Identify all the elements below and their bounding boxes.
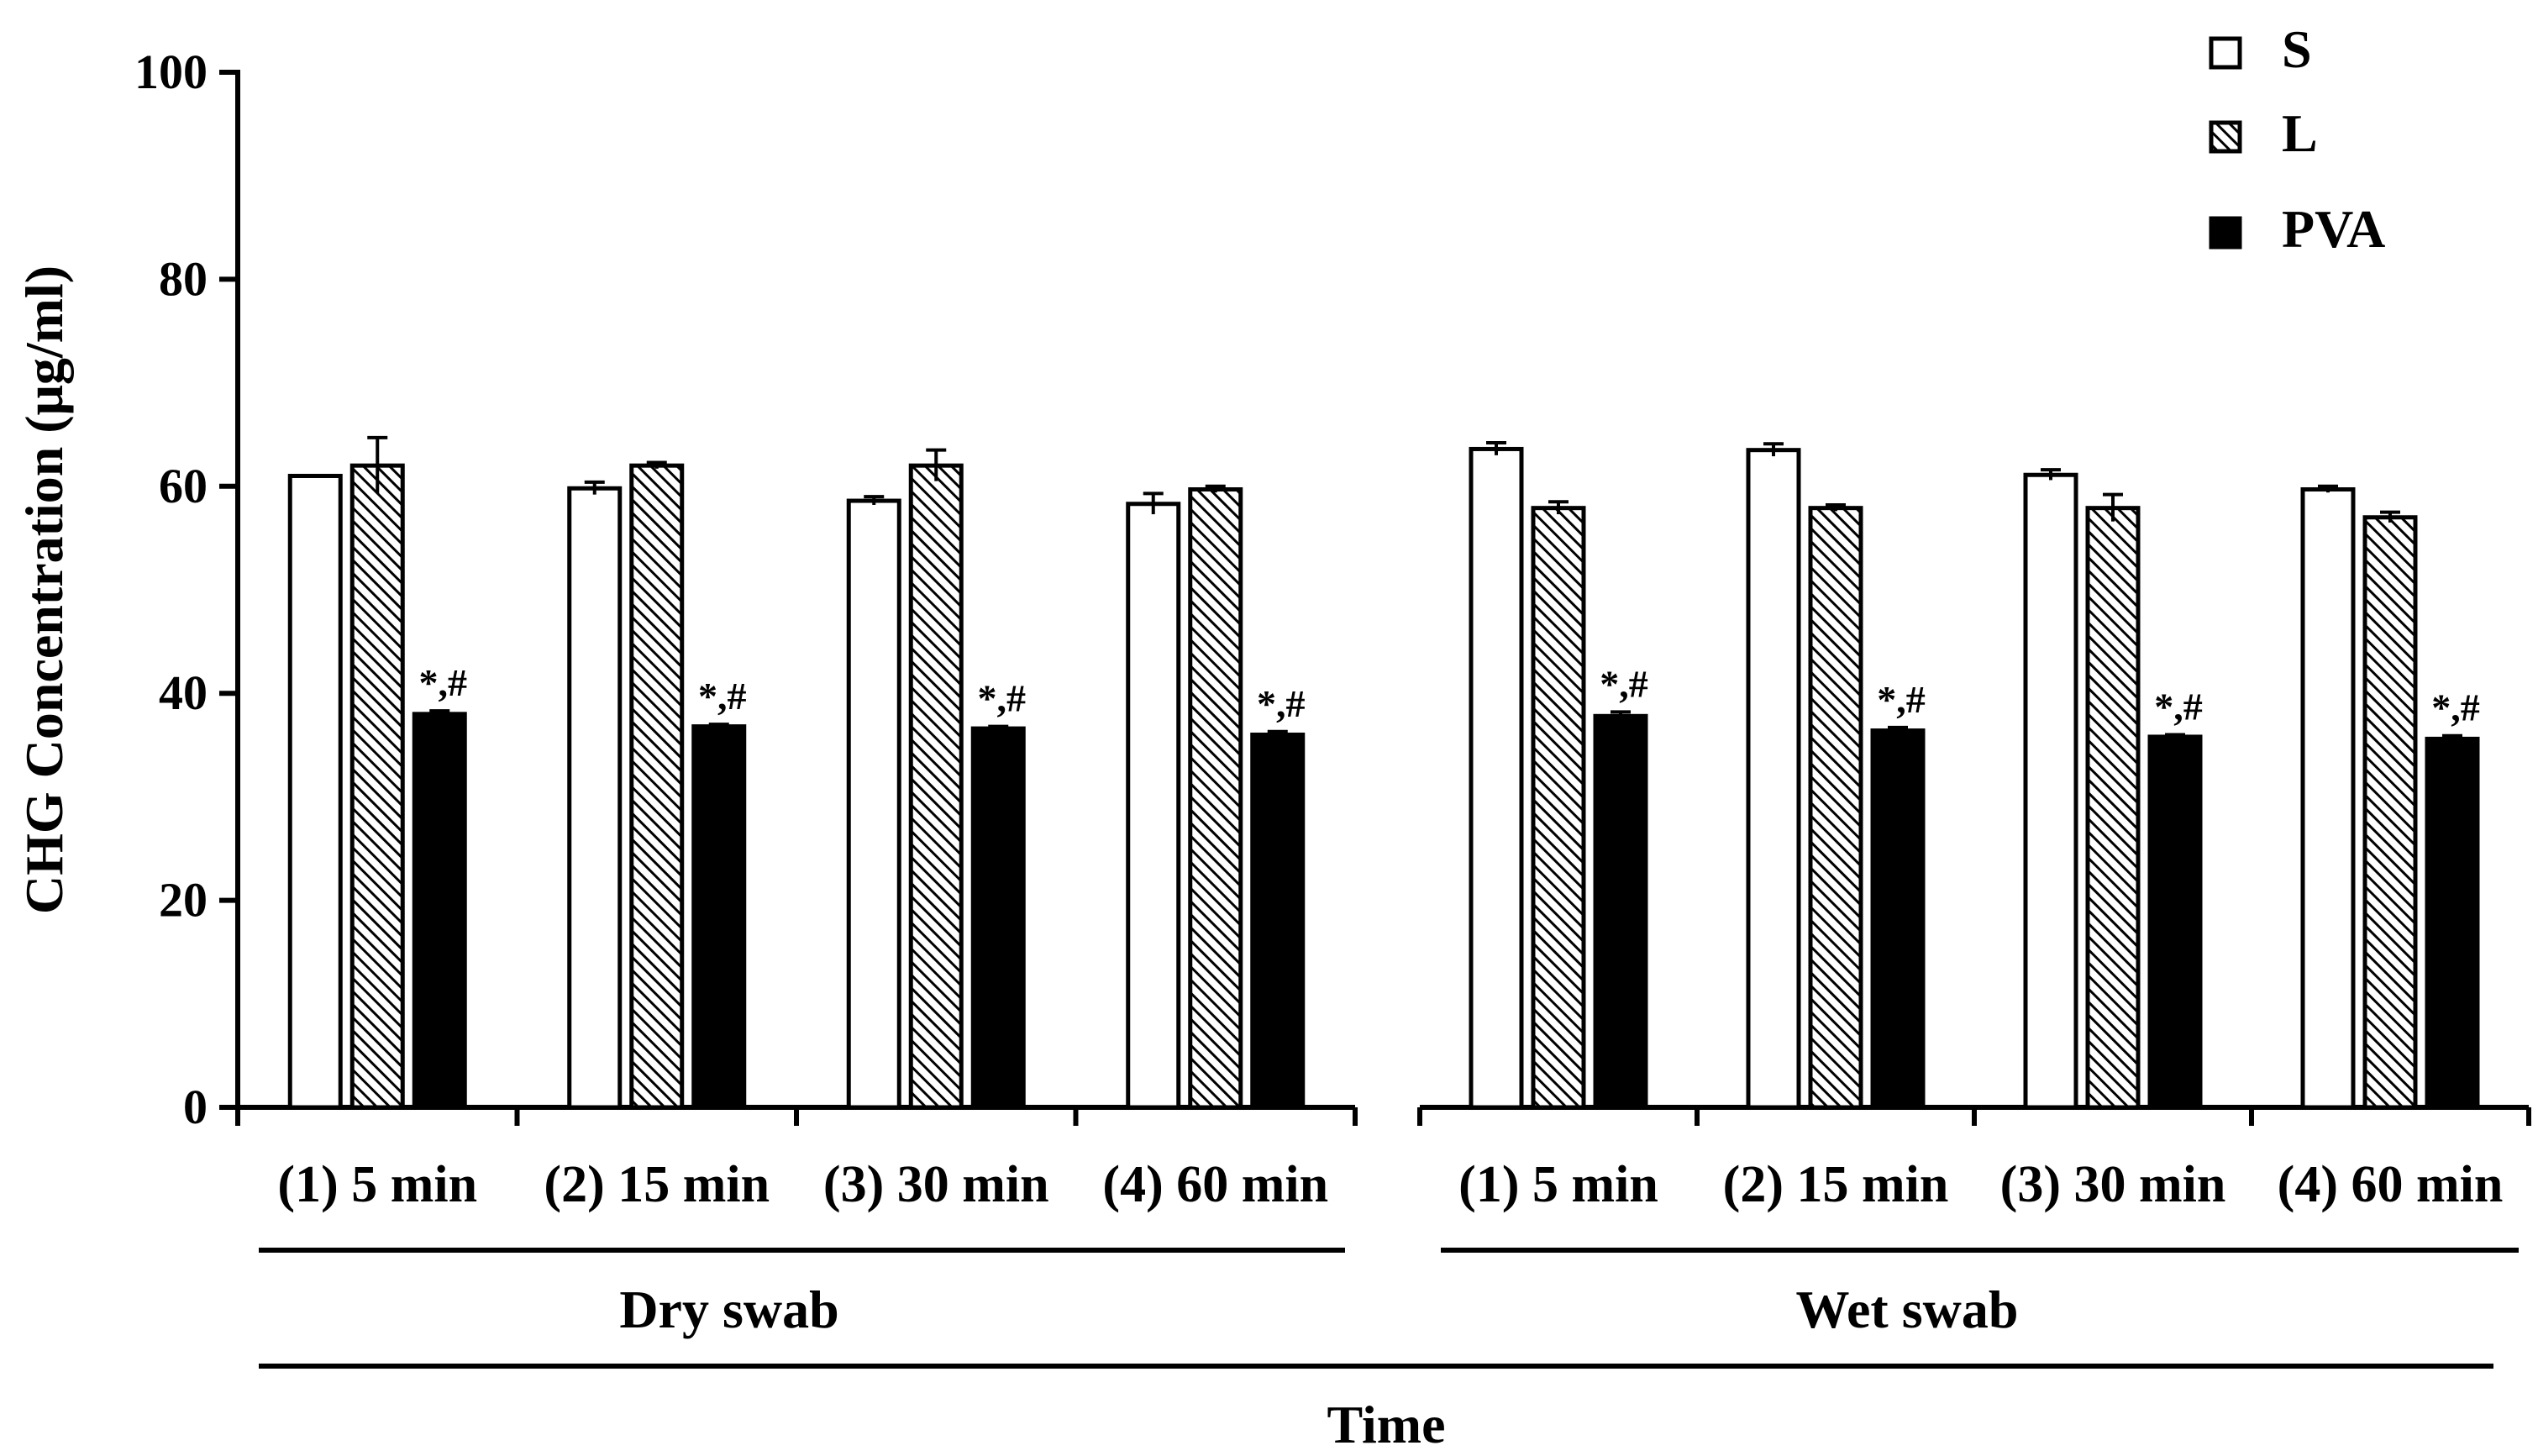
significance-label: *,# [978,677,1027,720]
significance-label: *,# [419,661,468,704]
bar-s [1126,502,1181,1110]
category-label: (1) 5 min [277,1156,477,1213]
y-tick-label: 100 [134,45,208,99]
legend-swatch-l [2209,120,2242,154]
significance-label: *,# [698,675,747,717]
bar-s [567,486,623,1110]
bar-s [1746,448,1801,1110]
bar-l [2362,515,2418,1110]
y-tick-label: 20 [159,873,208,928]
bar-l [2085,506,2141,1110]
category-label: (2) 15 min [1723,1156,1949,1213]
bar-l [629,463,685,1110]
bar-s [1469,446,1524,1110]
y-tick-label: 60 [159,459,208,513]
bar-s [846,498,901,1110]
significance-label: *,# [2154,685,2203,728]
legend-label-l: L [2282,103,2318,163]
group-label: Wet swab [1796,1280,2019,1339]
significance-label: *,# [1600,662,1648,705]
bar-l [908,463,964,1110]
category-label: (2) 15 min [544,1156,770,1213]
bar-pva [1870,728,1926,1110]
bar-s [2300,486,2356,1110]
category-label: (3) 30 min [823,1156,1049,1213]
group-label: Dry swab [619,1280,838,1339]
legend-swatch-pva [2209,216,2242,250]
bar-l [1188,486,1243,1110]
bar-pva [1593,713,1648,1110]
bar-pva [1250,732,1306,1110]
legend-swatch-s [2209,36,2242,70]
bar-s [2023,472,2078,1110]
legend-label-pva: PVA [2282,199,2385,259]
y-tick-label: 0 [183,1080,208,1134]
category-label: (4) 60 min [1102,1156,1328,1213]
bar-l [1808,506,1863,1110]
x-axis-title: Time [1327,1395,1445,1454]
bar-pva [412,712,467,1110]
bar-l [349,463,405,1110]
y-tick-label: 80 [159,251,208,306]
significance-label: *,# [2431,686,2480,729]
bar-pva [2147,734,2203,1110]
bar-l [1531,506,1586,1110]
category-label: (4) 60 min [2278,1156,2504,1213]
y-tick-label: 40 [159,665,208,720]
y-axis-title: CHG Concentration (μg/ml) [14,265,74,914]
bar-pva [970,726,1026,1110]
bar-s [287,473,343,1110]
bar-pva [2425,736,2480,1110]
legend-label-s: S [2282,19,2312,79]
category-label: (1) 5 min [1458,1156,1658,1213]
significance-label: *,# [1877,678,1926,721]
category-label: (3) 30 min [2000,1156,2226,1213]
significance-label: *,# [1257,682,1306,725]
bar-pva [691,724,747,1110]
